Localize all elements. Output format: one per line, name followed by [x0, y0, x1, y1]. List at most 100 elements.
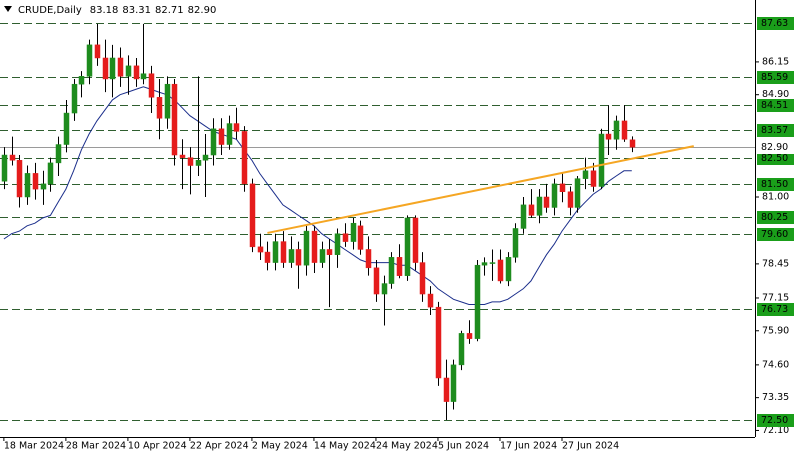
candle-body: [605, 133, 612, 140]
level-label: 87.63: [761, 18, 788, 29]
candle-body: [1, 154, 8, 182]
candle-body: [427, 293, 434, 308]
level-label: 81.50: [761, 179, 788, 190]
candle-body: [257, 246, 264, 253]
candle-body: [365, 249, 372, 269]
candle-body: [319, 249, 326, 263]
candle-body: [9, 154, 16, 161]
candle-body: [559, 183, 566, 192]
x-tick-label: 27 Jun 2024: [562, 441, 619, 452]
candle-body: [419, 262, 426, 295]
candle-body: [412, 217, 419, 263]
candle-body: [357, 225, 364, 250]
level-box: [757, 124, 794, 137]
candle-body: [272, 241, 279, 263]
candle-body: [435, 306, 442, 379]
candle-body: [40, 183, 47, 190]
candle-body: [326, 249, 333, 255]
y-tick-label: 86.15: [762, 56, 789, 67]
y-tick-label: 73.35: [762, 392, 789, 403]
candle-body: [109, 57, 116, 80]
candle-body: [404, 217, 411, 276]
candle-body: [621, 120, 628, 140]
candle-body: [629, 139, 636, 148]
candle-body: [264, 251, 271, 263]
candle-body: [202, 154, 209, 161]
candle-body: [466, 333, 473, 339]
candle-body: [443, 377, 450, 402]
candle-body: [450, 364, 457, 402]
candle-body: [24, 173, 31, 198]
candle-body: [195, 160, 202, 166]
level-label: 76.73: [761, 304, 788, 315]
candle-body: [489, 262, 496, 264]
candle-body: [474, 264, 481, 339]
candle-body: [94, 44, 101, 59]
candle-body: [179, 154, 186, 158]
x-tick-label: 24 May 2024: [376, 441, 438, 452]
level-label: 72.50: [761, 415, 788, 426]
last-price-box: [757, 141, 794, 154]
level-box: [757, 178, 794, 191]
level-box: [757, 71, 794, 84]
candle-body: [133, 65, 140, 80]
candle-body: [505, 257, 512, 282]
candle-body: [567, 191, 574, 208]
candle-body: [102, 57, 109, 80]
candle-body: [350, 222, 357, 242]
level-box: [757, 17, 794, 30]
chart-title: CRUDE,Daily: [18, 5, 82, 16]
candle-body: [125, 65, 132, 77]
x-tick-label: 10 Apr 2024: [128, 441, 187, 452]
y-tick-label: 72.10: [762, 425, 789, 436]
candle-body: [218, 128, 225, 145]
candle-body: [598, 133, 605, 187]
candle-body: [78, 76, 85, 85]
candle-body: [86, 44, 93, 77]
candle-body: [63, 112, 70, 145]
candle-body: [210, 128, 217, 156]
quote-value: 83.31: [122, 5, 151, 16]
candle-body: [512, 228, 519, 258]
candle-body: [582, 170, 589, 179]
level-box: [757, 211, 794, 224]
candle-body: [311, 230, 318, 263]
candle-body: [148, 73, 155, 98]
candle-body: [303, 230, 310, 266]
level-label: 79.60: [761, 229, 788, 240]
candle-body: [520, 204, 527, 229]
last-price-label: 82.90: [761, 142, 788, 153]
quote-value: 82.90: [188, 5, 217, 16]
candle-body: [32, 173, 39, 190]
level-box: [757, 152, 794, 165]
candle-body: [481, 262, 488, 266]
candle-body: [334, 233, 341, 255]
level-label: 83.57: [761, 125, 788, 136]
quote-value: 83.18: [90, 5, 119, 16]
y-tick-label: 84.90: [762, 89, 789, 100]
x-tick-label: 22 Apr 2024: [190, 441, 249, 452]
candle-body: [71, 83, 78, 114]
level-label: 85.59: [761, 72, 788, 83]
x-tick-label: 28 Mar 2024: [66, 441, 126, 452]
candle-body: [590, 170, 597, 187]
candle-body: [574, 178, 581, 208]
candle-body: [342, 233, 349, 242]
level-label: 84.51: [761, 100, 788, 111]
candle-body: [288, 249, 295, 263]
candle-body: [156, 97, 163, 119]
candle-body: [381, 283, 388, 295]
candle-body: [241, 131, 248, 185]
trendline: [267, 145, 694, 234]
candle-body: [396, 257, 403, 276]
candle-body: [458, 333, 465, 366]
candle-body: [295, 249, 302, 266]
candle-body: [164, 83, 171, 119]
menu-arrow: [4, 6, 12, 12]
candle-body: [140, 73, 147, 80]
x-tick-label: 14 May 2024: [314, 441, 376, 452]
quote-value: 82.71: [155, 5, 184, 16]
y-tick-label: 78.45: [762, 258, 789, 269]
candle-body: [117, 57, 124, 77]
